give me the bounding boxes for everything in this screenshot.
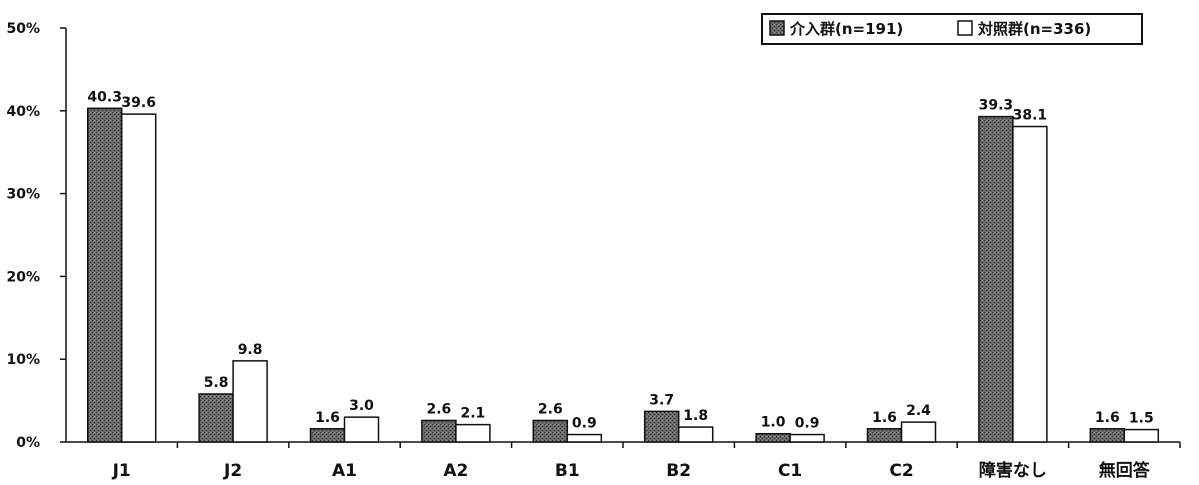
legend-label-control: 対照群(n=336) — [977, 20, 1091, 38]
data-label-control: 2.1 — [460, 406, 485, 422]
y-tick-label: 50% — [6, 21, 40, 37]
legend-swatch-intervention — [769, 20, 785, 36]
bar-control — [232, 360, 268, 443]
x-tick-label: B1 — [555, 461, 580, 481]
data-label-intervention: 39.3 — [979, 98, 1014, 114]
data-label-intervention: 3.7 — [649, 392, 674, 408]
x-tick-label: C1 — [778, 461, 802, 481]
bar-intervention — [643, 410, 680, 443]
x-tick-label: 無回答 — [1099, 460, 1151, 481]
x-tick-label: A1 — [332, 461, 357, 481]
bar-intervention — [421, 419, 457, 443]
data-label-intervention: 1.6 — [1095, 410, 1120, 426]
y-tick-label: 40% — [6, 104, 40, 120]
bar-intervention — [1089, 428, 1126, 443]
x-tick-label: A2 — [443, 461, 468, 481]
data-label-control: 39.6 — [121, 95, 156, 111]
data-label-intervention: 5.8 — [204, 375, 229, 391]
bar-control — [677, 426, 714, 443]
data-label-control: 1.5 — [1129, 411, 1154, 427]
bar-intervention — [532, 419, 569, 443]
x-tick-label: B2 — [666, 461, 691, 481]
data-label-control: 1.8 — [683, 408, 708, 424]
bar-control — [455, 423, 491, 443]
axes: 0% 10% 20% 30% 40% 50% J1 J2 A1 A2 B1 B2 C1 C2 障害なし 無回答 — [6, 21, 1181, 481]
bar-control — [1123, 428, 1160, 443]
bar-intervention — [978, 115, 1014, 443]
y-tick-label: 10% — [6, 352, 40, 368]
bar-control — [343, 416, 380, 443]
y-tick-label: 0% — [16, 435, 40, 451]
data-label-intervention: 2.6 — [538, 401, 563, 417]
data-label-intervention: 1.0 — [761, 415, 786, 431]
x-tick-label: J1 — [112, 461, 131, 481]
bars: 40.3 39.6 5.8 9.8 1.6 3.0 2.6 2.1 2.6 0.9 3.7 1.8 1.… — [86, 89, 1160, 443]
bar-intervention — [755, 432, 791, 443]
bar-control — [789, 433, 825, 443]
data-label-control: 9.8 — [238, 342, 263, 358]
data-label-control: 0.9 — [572, 416, 597, 432]
legend-label-intervention: 介入群(n=191) — [789, 20, 903, 38]
data-label-intervention: 2.6 — [426, 401, 451, 417]
y-tick-label: 20% — [6, 269, 40, 285]
bar-intervention — [86, 107, 123, 443]
data-label-control: 2.4 — [906, 403, 931, 419]
data-label-intervention: 40.3 — [87, 89, 122, 105]
x-tick-label: C2 — [889, 461, 913, 481]
data-label-intervention: 1.6 — [872, 410, 897, 426]
data-label-control: 38.1 — [1013, 108, 1048, 124]
legend-box — [761, 13, 1143, 45]
bar-intervention — [309, 428, 346, 443]
y-tick-label: 30% — [6, 187, 40, 203]
bar-control — [900, 421, 937, 443]
x-tick-label: J2 — [223, 461, 242, 481]
bar-intervention — [198, 393, 234, 443]
legend: 介入群(n=191) 対照群(n=336) — [761, 13, 1143, 45]
bar-intervention — [866, 428, 903, 443]
data-label-intervention: 1.6 — [315, 410, 340, 426]
bar-control — [1012, 125, 1048, 443]
data-label-control: 3.0 — [349, 398, 374, 414]
data-label-control: 0.9 — [795, 416, 820, 432]
bar-control — [120, 113, 157, 443]
legend-swatch-control — [957, 20, 973, 36]
x-tick-label: 障害なし — [979, 460, 1047, 481]
bar-control — [566, 433, 603, 443]
